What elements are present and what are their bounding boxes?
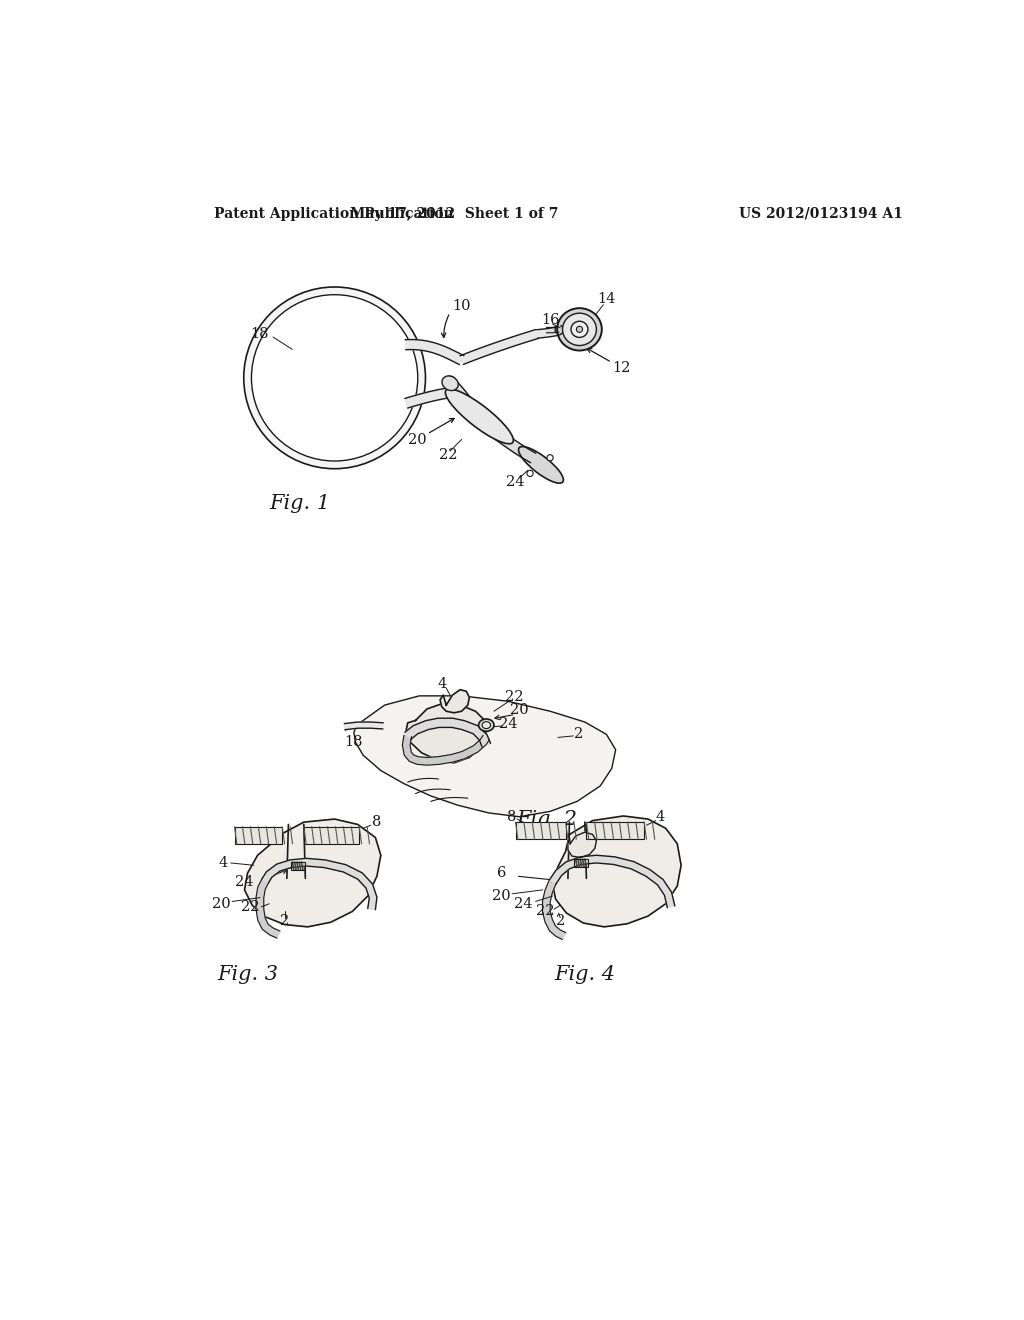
Ellipse shape	[478, 719, 494, 731]
Polygon shape	[262, 858, 377, 909]
Ellipse shape	[244, 286, 425, 469]
Ellipse shape	[577, 326, 583, 333]
Text: 4: 4	[655, 809, 665, 824]
Ellipse shape	[562, 313, 596, 346]
Text: 4: 4	[218, 855, 227, 870]
Text: 24: 24	[506, 475, 525, 488]
Text: May 17, 2012  Sheet 1 of 7: May 17, 2012 Sheet 1 of 7	[350, 207, 558, 220]
Polygon shape	[537, 326, 563, 338]
Text: 22: 22	[536, 904, 554, 919]
Text: 24: 24	[499, 717, 517, 730]
Text: 24: 24	[514, 896, 532, 911]
Polygon shape	[407, 704, 486, 763]
Text: 14: 14	[597, 292, 615, 306]
Polygon shape	[568, 832, 596, 858]
Ellipse shape	[252, 294, 418, 461]
Text: 2: 2	[280, 913, 289, 928]
Text: 24: 24	[236, 875, 254, 890]
Ellipse shape	[518, 446, 563, 483]
Polygon shape	[446, 378, 473, 408]
Text: 20: 20	[493, 890, 511, 903]
Text: Fig. 1: Fig. 1	[269, 494, 331, 513]
Text: Fig. 3: Fig. 3	[217, 965, 279, 985]
Text: 4: 4	[438, 677, 447, 690]
Text: 12: 12	[612, 360, 631, 375]
Text: US 2012/0123194 A1: US 2012/0123194 A1	[739, 207, 903, 220]
Text: 18: 18	[345, 735, 364, 748]
Text: Patent Application Publication: Patent Application Publication	[214, 207, 454, 220]
Ellipse shape	[571, 321, 588, 338]
Bar	[587, 822, 644, 840]
Polygon shape	[440, 689, 469, 713]
Text: 22: 22	[439, 447, 458, 462]
Text: 16: 16	[542, 313, 560, 327]
Polygon shape	[549, 855, 675, 908]
Text: 22: 22	[505, 690, 523, 705]
Polygon shape	[406, 339, 464, 364]
Ellipse shape	[449, 380, 452, 384]
Ellipse shape	[547, 454, 553, 461]
Polygon shape	[460, 330, 539, 364]
Polygon shape	[494, 430, 536, 463]
Bar	[574, 859, 588, 867]
Bar	[234, 826, 283, 843]
Polygon shape	[547, 326, 559, 333]
Polygon shape	[404, 388, 447, 408]
Ellipse shape	[445, 389, 513, 444]
Text: Fig. 4: Fig. 4	[554, 965, 615, 985]
Bar	[515, 822, 565, 840]
Text: 2: 2	[556, 913, 565, 928]
Polygon shape	[344, 722, 383, 730]
Ellipse shape	[444, 376, 456, 387]
Text: Fig. 2: Fig. 2	[516, 809, 577, 829]
Text: 20: 20	[212, 896, 230, 911]
Polygon shape	[553, 816, 681, 927]
Polygon shape	[256, 879, 280, 939]
Polygon shape	[245, 818, 381, 927]
Polygon shape	[543, 880, 566, 940]
Text: 22: 22	[241, 900, 259, 913]
Text: 8: 8	[373, 816, 382, 829]
Text: 2: 2	[574, 727, 584, 742]
Ellipse shape	[557, 308, 602, 351]
Polygon shape	[402, 735, 489, 766]
Text: 10: 10	[453, 300, 471, 313]
Bar	[304, 826, 359, 843]
Ellipse shape	[482, 722, 490, 729]
Text: 6: 6	[497, 866, 507, 880]
Polygon shape	[404, 718, 490, 747]
Text: 20: 20	[408, 433, 426, 447]
Text: 18: 18	[251, 327, 269, 341]
Text: 20: 20	[510, 702, 528, 717]
Text: 8: 8	[507, 809, 516, 824]
Ellipse shape	[527, 470, 534, 477]
Ellipse shape	[442, 376, 458, 391]
Polygon shape	[354, 696, 615, 817]
Bar	[291, 862, 304, 870]
